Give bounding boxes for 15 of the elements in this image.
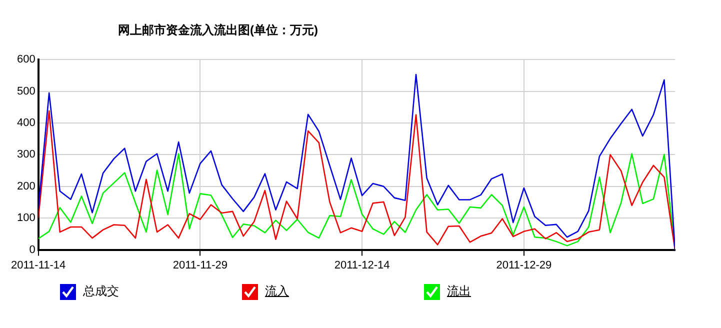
legend-label: 总成交	[83, 283, 119, 300]
y-tick-label: 300	[16, 148, 36, 161]
x-tick-label: 2011-11-14	[10, 259, 66, 272]
y-tick-label: 0	[29, 244, 36, 256]
y-tick-label: 600	[16, 54, 36, 66]
x-tick-label: 2011-12-29	[496, 259, 552, 272]
y-tick-label: 500	[16, 85, 36, 98]
x-tick-label: 2011-11-29	[172, 259, 228, 272]
legend-label: 流入	[265, 283, 289, 300]
y-tick-label: 200	[16, 180, 36, 192]
x-tick-label: 2011-12-14	[334, 259, 390, 272]
y-tick-label: 100	[16, 212, 36, 224]
legend-label: 流出	[447, 283, 471, 300]
y-tick-label: 400	[16, 117, 36, 130]
chart-title: 网上邮市资金流入流出图(单位：万元)	[117, 22, 319, 39]
